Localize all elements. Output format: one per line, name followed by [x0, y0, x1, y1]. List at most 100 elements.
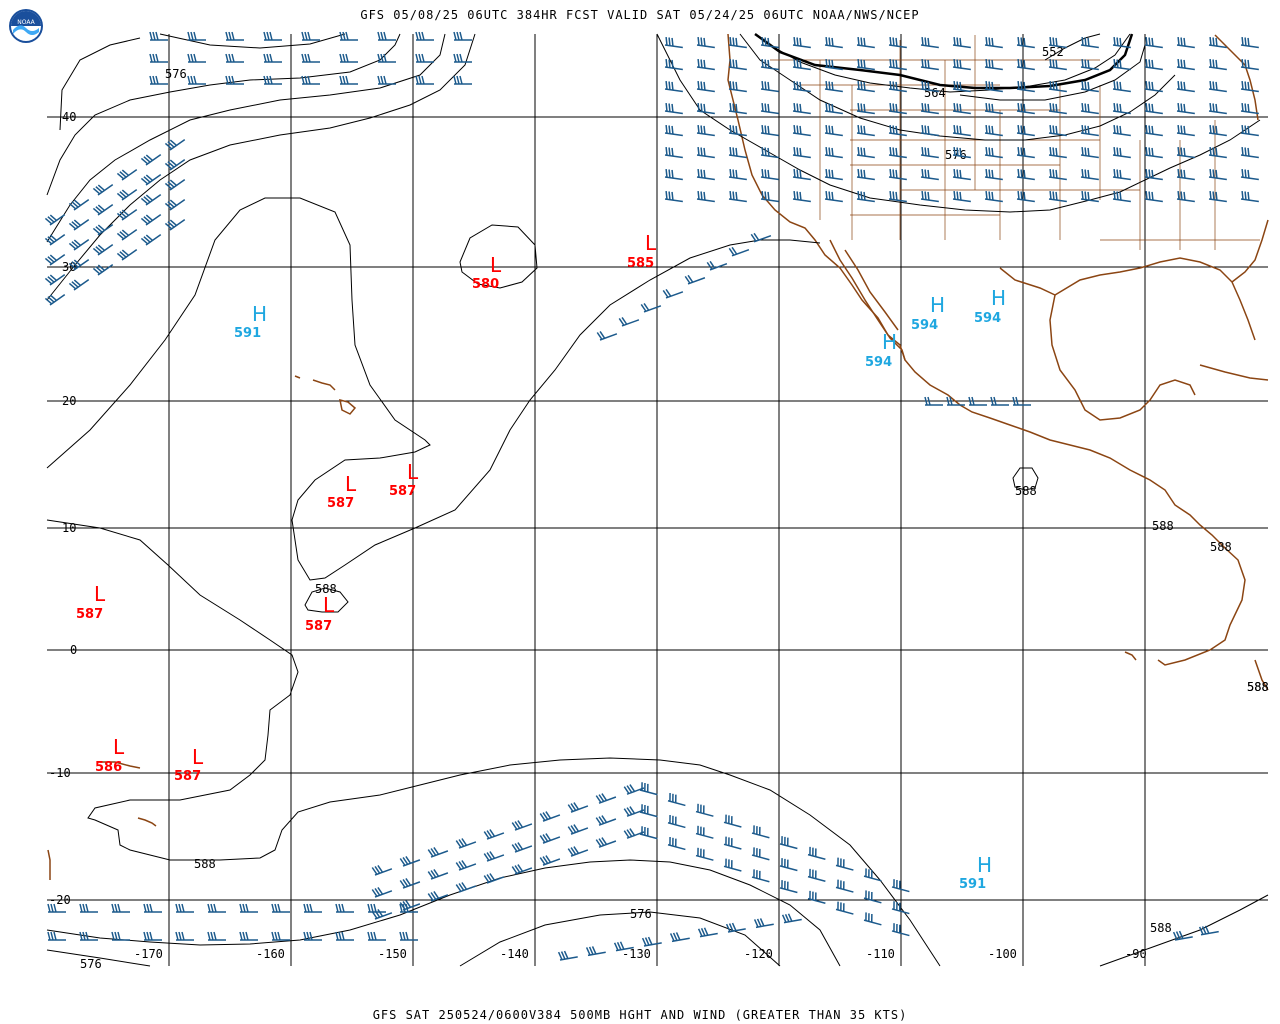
- wind-barb-icon: [68, 219, 90, 231]
- wind-barb-icon: [984, 190, 1003, 203]
- wind-barb-icon: [149, 31, 168, 41]
- high-value: 594: [911, 318, 938, 333]
- wind-barb-icon: [888, 80, 907, 93]
- wind-barb-icon: [164, 159, 186, 171]
- longitude-labels: -170 -160 -150 -140 -130 -120 -110 -100 …: [134, 947, 1147, 961]
- low-symbol: L: [345, 472, 357, 496]
- wind-barb-icon: [399, 931, 418, 941]
- wind-barb-icon: [140, 194, 162, 206]
- wind-barb-icon: [1176, 146, 1195, 159]
- wind-barb-icon: [792, 80, 811, 93]
- wind-barb-icon: [1016, 36, 1035, 49]
- wind-barb-icon: [613, 941, 634, 952]
- wind-barb-icon: [792, 102, 811, 115]
- wind-barb-icon: [1016, 102, 1035, 115]
- wind-barb-icon: [760, 80, 779, 93]
- wind-barb-icon: [952, 146, 971, 159]
- wind-barb-icon: [664, 124, 683, 137]
- wind-barb-icon: [335, 931, 354, 941]
- wind-barb-icon: [824, 190, 843, 203]
- wind-barb-icon: [455, 882, 477, 893]
- wind-barb-icon: [1240, 58, 1259, 71]
- wind-barb-icon: [263, 53, 282, 63]
- wind-barb-icon: [728, 124, 747, 137]
- wind-barb-icon: [623, 828, 645, 839]
- wind-barb-icon: [760, 146, 779, 159]
- lon-label: -110: [866, 947, 895, 961]
- wind-barb-icon: [1080, 168, 1099, 181]
- high-value: 594: [865, 355, 892, 370]
- wind-barb-icon: [116, 189, 138, 201]
- noaa-logo-icon: NOAA: [9, 9, 43, 43]
- wind-barb-icon: [623, 784, 645, 795]
- wind-barb-icon: [68, 239, 90, 251]
- wind-barb-icon: [187, 53, 206, 63]
- wind-barb-icon: [641, 936, 662, 947]
- wind-barb-icon: [1208, 36, 1227, 49]
- wind-barb-icon: [1240, 80, 1259, 93]
- wind-barb-icon: [140, 174, 162, 186]
- wind-barb-icon: [728, 36, 747, 49]
- low-value: 587: [327, 496, 354, 511]
- wind-barb-icon: [952, 124, 971, 137]
- wind-barb-icon: [618, 317, 640, 327]
- wind-barb-icon: [824, 102, 843, 115]
- wind-barb-icon: [339, 31, 358, 41]
- lon-label: -100: [988, 947, 1017, 961]
- wind-barb-icon: [301, 31, 320, 41]
- wind-barb-icon: [1016, 190, 1035, 203]
- wind-barbs: [44, 31, 1259, 961]
- wind-barb-icon: [1240, 124, 1259, 137]
- wind-barb-icon: [149, 53, 168, 63]
- wind-barb-icon: [595, 815, 617, 826]
- wind-barb-icon: [415, 75, 434, 85]
- wind-barb-icon: [920, 124, 939, 137]
- thick-contour: [754, 32, 1134, 90]
- logo-text: NOAA: [17, 19, 35, 26]
- wind-barb-icon: [164, 179, 186, 191]
- wind-barb-icon: [1080, 58, 1099, 71]
- wind-barb-icon: [725, 922, 746, 933]
- wind-barb-icon: [1198, 925, 1219, 936]
- wind-barb-icon: [888, 190, 907, 203]
- high-centers: H 591 H 594 H 594 H 594 H 591: [234, 286, 1006, 892]
- wind-barb-icon: [263, 31, 282, 41]
- wind-barb-icon: [728, 58, 747, 71]
- wind-barb-icon: [639, 782, 658, 796]
- wind-barb-icon: [271, 931, 290, 941]
- high-symbol: H: [977, 853, 992, 877]
- wind-barb-icon: [696, 58, 715, 71]
- wind-barb-icon: [669, 932, 690, 943]
- wind-barb-icon: [483, 851, 505, 862]
- wind-barb-icon: [339, 53, 358, 63]
- wind-barb-icon: [1016, 124, 1035, 137]
- wind-barb-icon: [1080, 80, 1099, 93]
- wind-barb-icon: [697, 927, 718, 938]
- wind-barb-icon: [567, 846, 589, 857]
- wind-barb-icon: [696, 190, 715, 203]
- wind-barb-icon: [339, 75, 358, 85]
- wind-barb-icon: [856, 80, 875, 93]
- wind-barb-icon: [1176, 190, 1195, 203]
- wind-barb-icon: [427, 891, 449, 902]
- wind-barb-icon: [1112, 124, 1131, 137]
- coastlines: [47, 33, 1269, 880]
- lat-label: -10: [49, 766, 71, 780]
- wind-barb-icon: [1176, 36, 1195, 49]
- wind-barb-icon: [760, 124, 779, 137]
- wind-barb-icon: [1144, 80, 1163, 93]
- low-value: 587: [76, 607, 103, 622]
- wind-barb-icon: [856, 36, 875, 49]
- low-symbol: L: [192, 745, 204, 769]
- wind-barb-icon: [888, 168, 907, 181]
- wind-barb-icon: [140, 214, 162, 226]
- wind-barb-icon: [728, 168, 747, 181]
- wind-barb-icon: [140, 234, 162, 246]
- wind-barb-icon: [68, 279, 90, 291]
- wind-barb-icon: [696, 80, 715, 93]
- wind-barb-icon: [667, 837, 686, 851]
- wind-barb-icon: [1208, 124, 1227, 137]
- wind-barb-icon: [753, 918, 774, 929]
- wind-barb-icon: [664, 102, 683, 115]
- wind-barb-icon: [824, 168, 843, 181]
